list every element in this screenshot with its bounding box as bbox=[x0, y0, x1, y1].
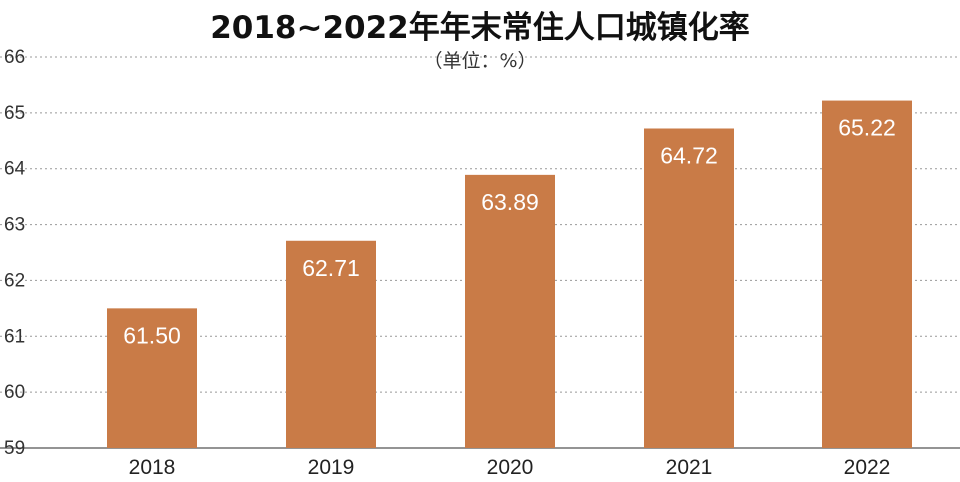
value-label-2018: 61.50 bbox=[123, 322, 181, 348]
value-label-2020: 63.89 bbox=[481, 189, 539, 215]
value-label-2019: 62.71 bbox=[302, 255, 360, 281]
bar-2019 bbox=[286, 240, 376, 448]
bar-2020 bbox=[465, 174, 555, 448]
y-tick-label-60: 60 bbox=[4, 382, 25, 403]
bar-2018 bbox=[107, 308, 197, 448]
y-tick-label-65: 65 bbox=[4, 103, 25, 124]
y-tick-label-62: 62 bbox=[4, 270, 25, 291]
bar-2022 bbox=[822, 100, 912, 448]
value-label-2022: 65.22 bbox=[838, 115, 896, 141]
bar-2021 bbox=[644, 128, 734, 449]
x-tick-label-2018: 2018 bbox=[129, 456, 176, 479]
y-tick-label-59: 59 bbox=[4, 438, 25, 459]
y-tick-label-66: 66 bbox=[4, 47, 25, 68]
x-tick-label-2020: 2020 bbox=[487, 456, 534, 479]
y-tick-label-61: 61 bbox=[4, 326, 25, 347]
chart-unit-label: （单位：%） bbox=[423, 50, 537, 72]
chart-title: 2018~2022年年末常住人口城镇化率 bbox=[210, 10, 750, 46]
x-tick-label-2022: 2022 bbox=[844, 456, 891, 479]
y-tick-label-64: 64 bbox=[4, 159, 26, 180]
x-tick-label-2021: 2021 bbox=[666, 456, 713, 479]
x-tick-label-2019: 2019 bbox=[308, 456, 355, 479]
y-tick-label-63: 63 bbox=[4, 215, 25, 236]
value-label-2021: 64.72 bbox=[660, 142, 718, 168]
